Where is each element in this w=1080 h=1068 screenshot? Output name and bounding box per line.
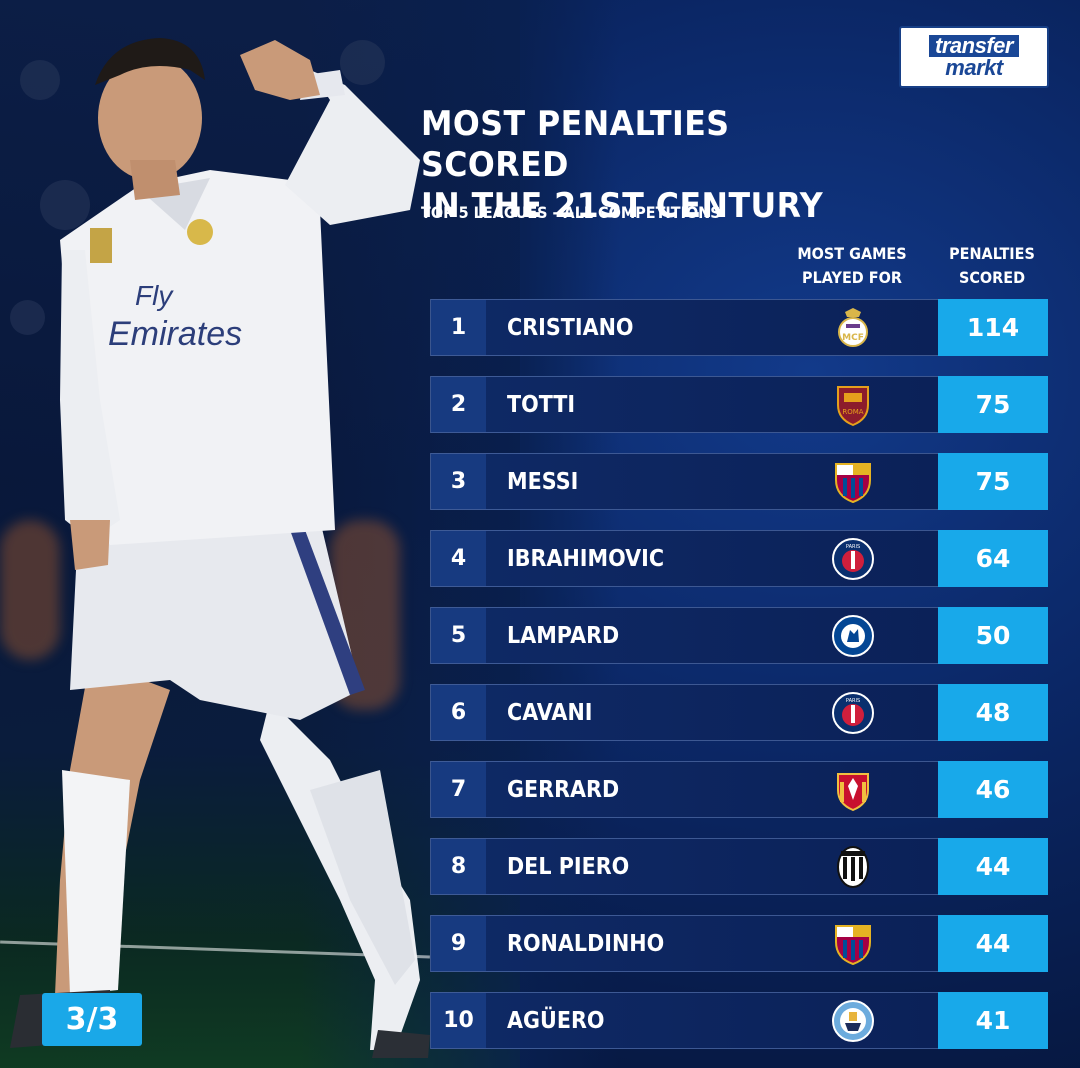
page-subtitle: TOP 5 LEAGUES - ALL COMPETITIONS — [421, 203, 721, 222]
player-name: MESSI — [507, 468, 579, 495]
psg-crest-icon: PARIS — [832, 692, 874, 734]
rank-number: 3 — [431, 454, 486, 509]
column-header-penalties-line-1: PENALTIES — [949, 244, 1035, 263]
real-madrid-crest-icon: MCF — [838, 308, 868, 347]
player-name: GERRARD — [507, 776, 620, 803]
player-name: LAMPARD — [507, 622, 620, 649]
svg-text:ROMA: ROMA — [842, 408, 863, 416]
table-row: 5 LAMPARD 50 — [430, 607, 1048, 664]
rank-number: 7 — [431, 762, 486, 817]
transfermarkt-logo: transfer markt — [899, 26, 1049, 88]
svg-text:PARIS: PARIS — [846, 544, 860, 550]
penalties-value: 44 — [938, 915, 1048, 972]
rank-number: 8 — [431, 839, 486, 894]
column-header-penalties: PENALTIES SCORED — [932, 242, 1053, 290]
page-indicator: 3/3 — [42, 993, 142, 1046]
rank-number: 6 — [431, 685, 486, 740]
rank-number: 2 — [431, 377, 486, 432]
table-row: 2 TOTTI ROMA 75 — [430, 376, 1048, 433]
barcelona-crest-icon — [835, 463, 871, 504]
penalties-value: 114 — [938, 299, 1048, 356]
player-name: AGÜERO — [507, 1007, 605, 1034]
rank-number: 1 — [431, 300, 486, 355]
table-row: 10 AGÜERO 41 — [430, 992, 1048, 1049]
crowd-blur — [10, 300, 45, 335]
penalties-value: 41 — [938, 992, 1048, 1049]
column-header-club: MOST GAMES PLAYED FOR — [789, 242, 915, 290]
penalties-value: 44 — [938, 838, 1048, 895]
crowd-blur — [40, 180, 90, 230]
player-name: DEL PIERO — [507, 853, 630, 880]
title-line-2: IN THE 21ST CENTURY — [421, 186, 824, 226]
liverpool-crest-icon — [837, 773, 869, 812]
table-row: 1 CRISTIANO MCF 114 — [430, 299, 1048, 356]
penalties-value: 50 — [938, 607, 1048, 664]
player-name: RONALDINHO — [507, 930, 665, 957]
player-celebrating-image: Fly Emirates — [10, 38, 430, 1058]
svg-text:PARIS: PARIS — [846, 698, 860, 704]
table-row: 6 CAVANI PARIS 48 — [430, 684, 1048, 741]
page-title: MOST PENALTIES SCORED IN THE 21ST CENTUR… — [421, 104, 849, 227]
barcelona-crest-icon — [835, 925, 871, 966]
table-row: 9 RONALDINHO 44 — [430, 915, 1048, 972]
juventus-crest-icon — [837, 846, 869, 888]
roma-crest-icon: ROMA — [837, 386, 869, 427]
logo-text-bottom: markt — [945, 55, 1003, 80]
column-header-club-line-2: PLAYED FOR — [802, 268, 902, 287]
penalties-value: 64 — [938, 530, 1048, 587]
table-row: 8 DEL PIERO 44 — [430, 838, 1048, 895]
crowd-blur — [340, 40, 385, 85]
psg-crest-icon: PARIS — [832, 538, 874, 580]
column-header-club-line-1: MOST GAMES — [797, 244, 907, 263]
player-name: CRISTIANO — [507, 314, 634, 341]
logo-text-top: transfer — [929, 35, 1019, 57]
background-light — [0, 520, 60, 660]
rank-number: 10 — [431, 993, 486, 1048]
penalties-value: 75 — [938, 453, 1048, 510]
title-line-1: MOST PENALTIES SCORED — [421, 104, 730, 185]
column-header-penalties-line-2: SCORED — [958, 268, 1026, 287]
chelsea-crest-icon — [832, 615, 874, 657]
rank-number: 9 — [431, 916, 486, 971]
table-row: 4 IBRAHIMOVIC PARIS 64 — [430, 530, 1048, 587]
penalties-value: 75 — [938, 376, 1048, 433]
rank-number: 4 — [431, 531, 486, 586]
table-row: 3 MESSI 75 — [430, 453, 1048, 510]
svg-text:Emirates: Emirates — [108, 315, 242, 353]
player-name: TOTTI — [507, 391, 576, 418]
crowd-blur — [20, 60, 60, 100]
player-name: IBRAHIMOVIC — [507, 545, 665, 572]
penalties-value: 48 — [938, 684, 1048, 741]
rank-number: 5 — [431, 608, 486, 663]
player-name: CAVANI — [507, 699, 593, 726]
man-city-crest-icon — [832, 1000, 874, 1042]
penalties-value: 46 — [938, 761, 1048, 818]
svg-text:Fly: Fly — [135, 280, 174, 311]
svg-text:MCF: MCF — [842, 333, 864, 343]
table-row: 7 GERRARD 46 — [430, 761, 1048, 818]
